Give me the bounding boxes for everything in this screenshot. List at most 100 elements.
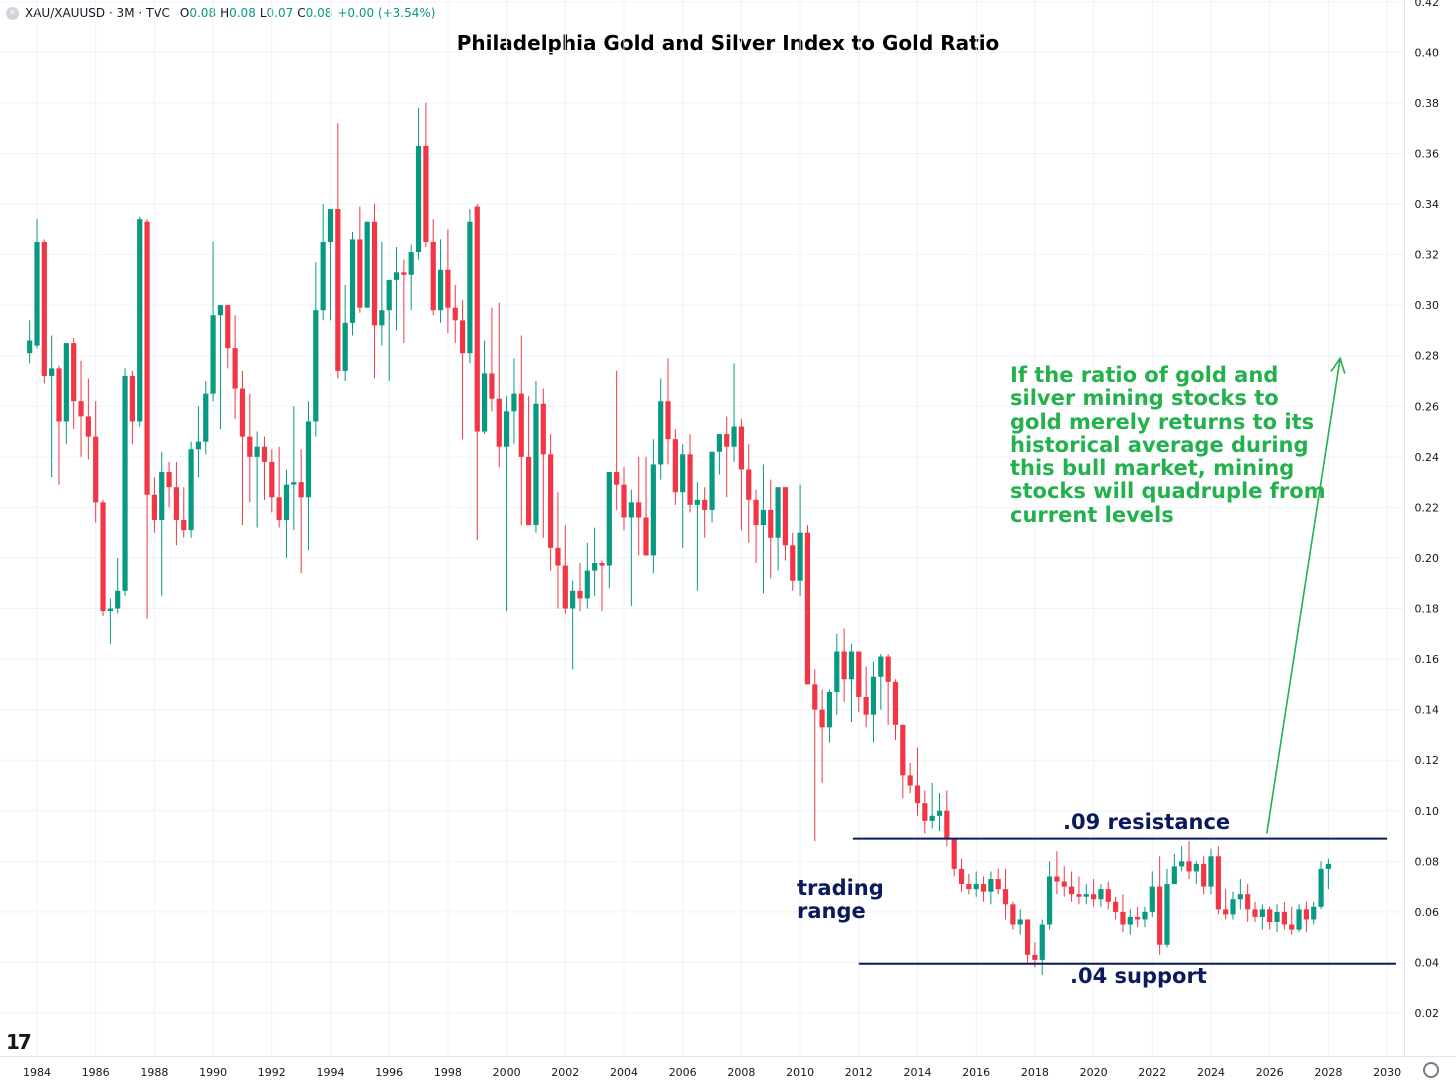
x-tick-label: 2006 xyxy=(669,1066,697,1079)
candle-body xyxy=(283,484,290,521)
candle-body xyxy=(694,499,700,505)
y-tick-label: 0.40 xyxy=(1415,46,1440,59)
annotation-text: If the ratio of gold and silver mining s… xyxy=(1010,363,1326,527)
x-tick-label: 1990 xyxy=(199,1066,227,1079)
x-axis[interactable]: 1984 1986 1988 1990 1992 1994 1996 1998 2000 2002… xyxy=(0,1056,1456,1080)
candle-body xyxy=(225,305,231,349)
x-tick-label: 2012 xyxy=(845,1066,873,1079)
candle-body xyxy=(856,651,862,697)
close-icon[interactable]: × xyxy=(6,6,19,20)
candle-body xyxy=(804,532,811,685)
tradingview-logo-icon[interactable]: 17 xyxy=(6,1030,32,1054)
candle-body xyxy=(401,272,407,275)
candle-body xyxy=(1164,884,1170,945)
y-tick-label: 0.20 xyxy=(1415,552,1440,565)
candle-body xyxy=(34,241,40,346)
chart-title: Philadelphia Gold and Silver Index to Go… xyxy=(456,31,1000,55)
candle-body xyxy=(1083,894,1089,897)
candle-body xyxy=(892,681,899,725)
candle-body xyxy=(1296,909,1302,930)
y-axis[interactable]: 0.02 0.04 0.06 0.08 0.10 0.12 0.14 0.16 0.18 0.20… xyxy=(1404,0,1440,1056)
y-tick-label: 0.14 xyxy=(1415,704,1440,717)
candle-body xyxy=(1076,894,1082,897)
candle-body xyxy=(562,565,568,609)
candle-body xyxy=(511,393,517,412)
candle-body xyxy=(481,373,488,432)
candle-body xyxy=(232,348,238,389)
candle-body xyxy=(276,497,282,521)
levels xyxy=(852,356,1396,965)
candle-body xyxy=(1149,886,1155,912)
candle-body xyxy=(1098,889,1104,900)
candle-body xyxy=(159,472,165,521)
x-tick-label: 1984 xyxy=(23,1066,51,1079)
candle-body xyxy=(1252,909,1258,917)
candle-body xyxy=(518,393,524,457)
candle-body xyxy=(151,494,157,521)
candle-body xyxy=(922,803,928,821)
candle-body xyxy=(702,499,708,510)
candle-body xyxy=(980,884,987,892)
x-tick-label: 2022 xyxy=(1138,1066,1166,1079)
grid xyxy=(0,0,1404,1056)
candle-body xyxy=(63,343,69,422)
candle-body xyxy=(929,815,935,821)
candle-body xyxy=(408,252,414,275)
candle-body xyxy=(1318,868,1324,907)
candle-body xyxy=(958,868,965,885)
candle-body xyxy=(555,547,561,566)
x-tick-label: 2020 xyxy=(1080,1066,1108,1079)
candle-body xyxy=(188,449,194,531)
y-tick-label: 0.24 xyxy=(1415,451,1440,464)
candle-body xyxy=(1054,876,1060,882)
candle-body xyxy=(320,241,326,311)
candle-body xyxy=(790,545,796,581)
candle-body xyxy=(1032,954,1038,960)
candle-body xyxy=(217,305,224,316)
candle-body xyxy=(349,239,356,323)
candle-body xyxy=(1039,924,1045,960)
x-tick-label: 2008 xyxy=(727,1066,755,1079)
candle-body xyxy=(239,388,246,437)
y-tick-label: 0.16 xyxy=(1415,653,1440,666)
candle-body xyxy=(1186,861,1192,872)
candle-body xyxy=(445,269,451,308)
trading-range-label-1: trading xyxy=(797,876,884,900)
candle-body xyxy=(533,403,539,526)
candle-body xyxy=(371,221,378,326)
candle-body xyxy=(78,401,84,417)
candle-body xyxy=(1289,924,1295,930)
candle-body xyxy=(995,879,1001,890)
symbol-name: XAU/XAUUSD · 3M · TVC xyxy=(25,6,170,20)
candle-body xyxy=(1113,901,1119,912)
candle-body xyxy=(665,401,671,440)
candle-body xyxy=(782,487,789,546)
candle-body xyxy=(643,517,649,556)
candle-body xyxy=(760,509,767,526)
candle-body xyxy=(1046,876,1053,925)
candle-body xyxy=(1135,916,1141,920)
symbol-legend[interactable]: × XAU/XAUUSD · 3M · TVC O 0.08 H 0.08 L 0.0… xyxy=(6,4,435,22)
candle-body xyxy=(731,426,737,447)
candle-body xyxy=(1303,909,1309,920)
x-tick-label: 2010 xyxy=(786,1066,814,1079)
y-tick-label: 0.02 xyxy=(1415,1007,1440,1020)
low-value: 0.07 xyxy=(266,6,294,20)
candle-body xyxy=(291,482,297,485)
candle-body xyxy=(650,464,656,556)
candle-body xyxy=(1017,919,1023,925)
x-tick-label: 2026 xyxy=(1256,1066,1284,1079)
candle-body xyxy=(621,484,627,518)
candle-body xyxy=(709,451,715,510)
y-tick-label: 0.04 xyxy=(1415,956,1440,969)
candle-body xyxy=(305,421,312,498)
gear-icon[interactable] xyxy=(1423,1062,1439,1078)
candle-body xyxy=(672,439,678,493)
x-tick-label: 2014 xyxy=(904,1066,932,1079)
candle-body xyxy=(100,502,106,612)
candle-body xyxy=(437,269,444,311)
candle-body xyxy=(489,373,495,399)
candle-body xyxy=(386,279,392,311)
candle-body xyxy=(885,656,891,682)
